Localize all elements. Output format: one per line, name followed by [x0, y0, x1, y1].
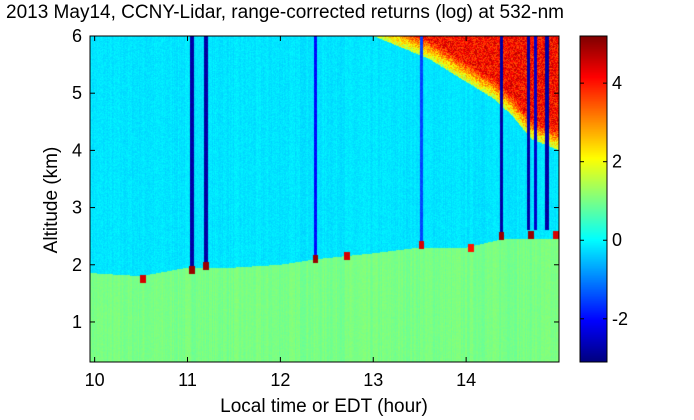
x-tick-label: 12 [270, 370, 290, 390]
plot-frame [89, 35, 560, 363]
y-tick-label: 1 [72, 312, 82, 332]
y-tick-label: 5 [72, 83, 82, 103]
colorbar-axis: -2 0 2 4 [580, 73, 628, 329]
chart-title: 2013 May14, CCNY-Lidar, range-corrected … [6, 2, 564, 23]
colorbar: -2 0 2 4 [579, 35, 628, 363]
colorbar-tick-label: 0 [612, 230, 622, 250]
colorbar-frame [579, 35, 608, 363]
y-tick-label: 3 [72, 198, 82, 218]
colorbar-gradient [580, 36, 607, 362]
y-tick-label: 4 [72, 140, 82, 160]
y-tick-label: 6 [72, 26, 82, 46]
x-axis-label: Local time or EDT (hour) [220, 396, 428, 417]
x-tick-label: 11 [178, 370, 197, 390]
y-tick-label: 2 [72, 255, 82, 275]
x-tick-label: 14 [456, 370, 476, 390]
heatmap-image [90, 36, 559, 362]
y-axis-label: Altitude (km) [41, 147, 62, 254]
x-axis: 10 11 12 13 14 [85, 36, 476, 390]
colorbar-tick-label: -2 [612, 309, 628, 329]
y-axis: 1 2 3 4 5 6 [72, 26, 559, 332]
colorbar-tick-label: 2 [612, 152, 622, 172]
x-tick-label: 10 [85, 370, 105, 390]
x-tick-label: 13 [363, 370, 383, 390]
colorbar-tick-label: 4 [612, 73, 622, 93]
